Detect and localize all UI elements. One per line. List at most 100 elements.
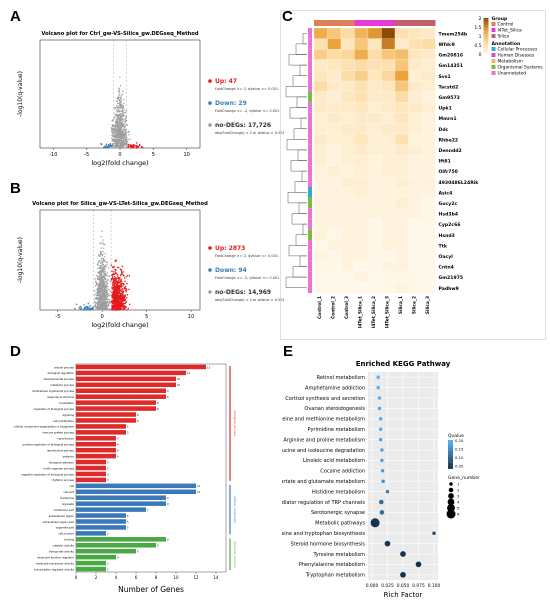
dendrogram-branch [302,223,307,235]
annotation-cell [308,240,312,251]
nodeg-point [119,93,121,95]
nodeg-point [122,138,124,140]
nodeg-point [118,88,121,91]
bar-value: 5 [127,527,129,530]
dendrogram-branch [298,202,307,214]
heatmap-cell [340,186,355,198]
heatmap-cell [394,91,409,103]
nodeg-point [119,134,121,136]
nodeg-point [100,258,102,260]
nodeg-point [123,136,126,138]
nodeg-point [122,110,124,113]
up-point [114,290,116,293]
size-legend-tick: 4 [457,500,460,505]
bubble [377,396,382,400]
heatmap-cell [421,38,436,50]
pathway-label: Amphetamine addiction [305,385,365,391]
heatmap-cell [367,186,382,198]
scale-step [483,51,489,53]
nodeg-point [96,294,99,296]
x-tick-label: 0 [75,575,78,580]
heatmap-cell [367,155,382,166]
heatmap-cell [367,239,382,251]
nodeg-point [123,142,126,145]
up-point [121,271,123,274]
nodeg-point [106,290,108,293]
nodeg-point [103,272,106,274]
pathway-label: Retinol metabolism [317,375,365,381]
category-label: rhythmic process [52,478,75,482]
nodeg-point [117,124,120,127]
heatmap-cell [367,102,382,113]
annotation-cell [308,187,312,198]
annotation-cell [308,81,312,92]
nodeg-point [104,264,107,267]
category-label: transporter activity [49,550,74,554]
nodeg-point [112,146,115,149]
heatmap-cell [313,271,328,283]
nodeg-point [98,267,100,270]
pathway-label: Linoleic acid metabolism [303,458,365,464]
row-label: Upk1 [439,106,452,112]
up-point [113,270,115,273]
color-legend-step [448,458,453,460]
heatmap-cell [354,112,369,124]
nodeg-point [100,278,103,280]
category-label: transcription regulator activity [34,567,74,571]
group-legend-label: Control [498,22,514,28]
bar-value: 6 [137,551,139,554]
nodeg-point [125,110,128,112]
bar [76,560,106,566]
heatmap-cell [367,208,382,219]
nodeg-point [111,127,114,130]
nodeg-point [116,106,118,109]
scale-step [483,25,489,27]
heatmap-cell [327,165,342,177]
scale-step [483,44,489,46]
up-point [121,297,124,299]
heatmap-cell [354,208,369,219]
up-point [120,290,122,292]
heatmap-cell [394,208,409,219]
nodeg-point [97,303,100,306]
bubble [370,518,380,528]
chart-title: Volcano plot for Silica_gw-VS-LTet-Silic… [32,201,208,207]
up-point [114,260,117,263]
legend-marker [208,268,212,272]
up-point [115,271,117,274]
up-point [117,281,120,283]
bar [76,525,126,530]
nodeg-point [98,254,100,256]
category-label: cell [70,484,75,488]
x-tick-label: 0.075 [412,583,425,589]
bar [76,418,136,423]
y-axis-label: -log10(q-value) [17,71,24,117]
nodeg-point [120,96,122,99]
x-axis-label: log2(fold change) [91,159,148,167]
heatmap-cell [354,176,369,188]
nodeg-point [100,280,102,282]
heatmap-cell [354,91,369,103]
nodeg-point [101,283,103,285]
heatmap-cell [408,208,423,219]
heatmap-cell [394,282,409,294]
heatmap-cell [381,208,396,219]
dendrogram-branch [288,245,307,257]
heatmap-cell [327,38,342,50]
heatmap-cell [313,197,328,209]
heatmap-cell [340,165,355,177]
nodeg-point [124,118,127,121]
legend-label: Up: 47 [215,78,237,85]
heatmap-cell [381,80,396,92]
color-legend-step [448,466,453,468]
nodeg-point [123,134,125,137]
heatmap-cell [313,112,328,124]
category-label: regulation of biological process [34,407,75,411]
heatmap-cell [313,208,328,219]
row-label: Hsd3b4 [439,212,459,218]
bar [76,424,126,429]
row-label: Gm20816 [439,53,464,59]
category-label: biological adhesion [49,460,74,464]
nodeg-point [106,291,108,294]
nodeg-point [101,275,103,278]
